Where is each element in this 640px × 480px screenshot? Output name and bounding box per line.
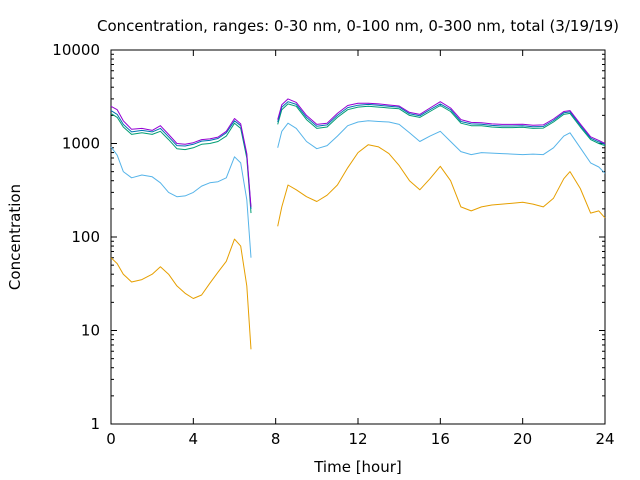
y-tick-label: 100	[71, 228, 100, 246]
x-tick-label: 16	[431, 430, 450, 448]
series-line-3	[110, 103, 606, 214]
chart-title: Concentration, ranges: 0-30 nm, 0-100 nm…	[97, 17, 619, 35]
x-tick-label: 0	[106, 430, 116, 448]
x-tick-label: 4	[189, 430, 199, 448]
y-tick-label: 10	[81, 322, 100, 340]
y-tick-label: 1	[90, 415, 100, 433]
axis-ticks: 0 4 8 12 16 20 24 1 10 100 1000 10000	[52, 41, 614, 448]
y-tick-label: 10000	[52, 41, 100, 59]
series-line-4	[110, 101, 606, 209]
x-axis-label: Time [hour]	[313, 458, 402, 476]
series-lines	[110, 98, 606, 350]
x-tick-label: 8	[271, 430, 281, 448]
x-tick-label: 20	[513, 430, 532, 448]
y-tick-label: 1000	[62, 135, 100, 153]
series-line-5	[110, 98, 606, 207]
y-axis-label: Concentration	[6, 184, 24, 290]
x-tick-label: 12	[348, 430, 367, 448]
plot-area	[110, 49, 606, 425]
series-line-2	[110, 120, 606, 258]
plot-frame	[110, 49, 606, 425]
x-tick-label: 24	[595, 430, 614, 448]
series-line-1	[110, 144, 606, 350]
